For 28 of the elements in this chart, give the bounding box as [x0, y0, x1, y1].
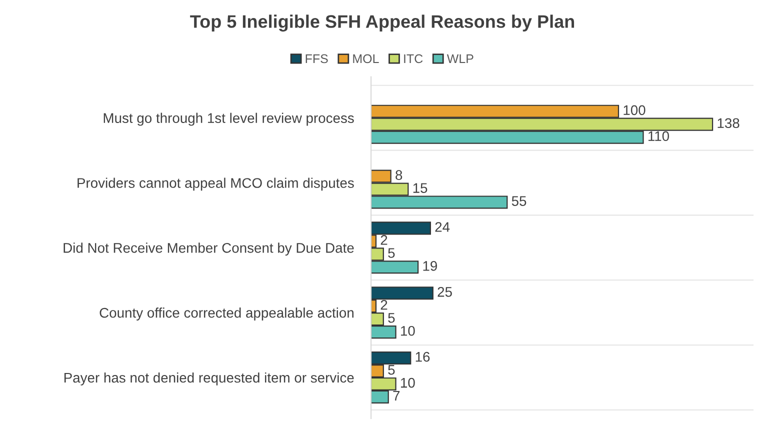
chart-title: Top 5 Ineligible SFH Appeal Reasons by Plan	[190, 14, 574, 32]
data-label: 2	[380, 300, 388, 310]
data-label: 5	[388, 248, 395, 258]
legend-label: FFS	[306, 54, 328, 64]
legend-label: MOL	[353, 54, 379, 64]
data-label: 19	[423, 261, 438, 271]
data-label: 25	[438, 286, 452, 297]
y-tick-label: County office corrected appealable action	[100, 308, 354, 320]
y-tick-label: Must go through 1st level review process	[104, 112, 354, 126]
data-label: 7	[393, 390, 400, 401]
y-tick-label: Did Not Receive Member Consent by Due Date	[64, 242, 354, 256]
legend-label: WLP	[446, 54, 474, 64]
data-label: 10	[401, 326, 415, 336]
data-label: 2	[380, 235, 388, 245]
data-label: 5	[388, 365, 395, 375]
data-label: 110	[648, 131, 670, 142]
data-label: 8	[396, 170, 402, 180]
data-label: 55	[512, 196, 526, 206]
data-label: 10	[401, 378, 415, 388]
data-label: 5	[388, 313, 395, 323]
data-label: 138	[718, 118, 740, 128]
legend-label: ITC	[404, 54, 423, 64]
data-label: 100	[624, 105, 646, 116]
y-tick-label: Payer has not denied requested item or service	[64, 372, 354, 386]
data-label: 24	[435, 222, 450, 232]
y-tick-label: Providers cannot appeal MCO claim disputes	[78, 178, 354, 191]
data-label: 15	[413, 183, 428, 193]
data-label: 16	[416, 352, 430, 362]
